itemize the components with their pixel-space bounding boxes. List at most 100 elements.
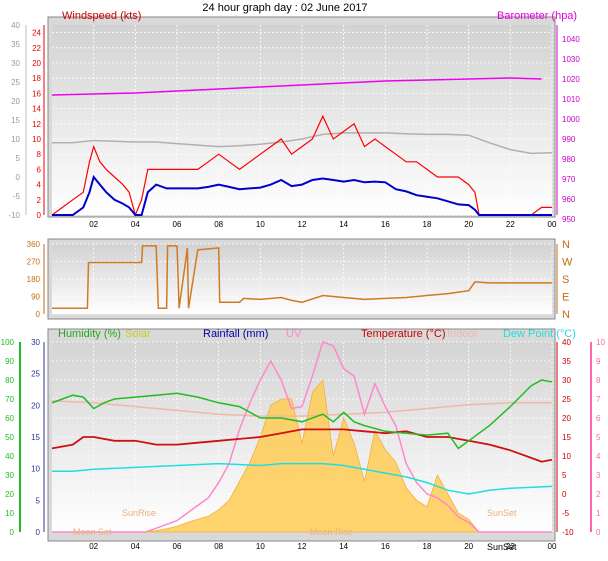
wind-x-tick: 04 [131,220,140,229]
sunset-label-left: SunSet [487,542,517,552]
baro-tick: 1000 [562,115,580,124]
compass-tick: N [562,309,570,321]
wind-tick: 10 [32,135,41,144]
legend-indoor: Indoor [447,328,479,340]
wind-tick: 14 [32,105,41,114]
wind-x-tick: 02 [89,220,98,229]
wind-x-tick: 00 [548,220,557,229]
temperature-tick: 25 [562,395,571,404]
gust-line [51,114,552,217]
wind-tick: 6 [37,165,42,174]
temp-x-tick: 12 [298,542,307,551]
chart-title: 24 hour graph day : 02 June 2017 [202,2,367,14]
humidity-tick: 30 [5,471,14,480]
wind-tick: 16 [32,89,41,98]
temperature-tick: 30 [562,376,571,385]
temperature-tick: -5 [562,509,570,518]
baro-tick: 950 [562,215,576,224]
wind-x-tick: 10 [256,220,265,229]
sunrise-label: SunRise [122,508,156,518]
outer-wind-tick: 15 [11,116,20,125]
humidity-tick: 10 [5,509,14,518]
baro-tick: 1020 [562,75,580,84]
humidity-tick: 60 [5,414,14,423]
outer-wind-tick: 0 [16,173,21,182]
windspeed-axis-title: Windspeed (kts) [62,10,141,22]
legend-temperature: Temperature (°C) [361,328,445,340]
temperature-line [51,428,553,463]
outer-wind-tick: 10 [11,135,20,144]
legend-solar: Solar [125,328,151,340]
outer-wind-tick: -5 [13,192,21,201]
uv-line [52,341,552,533]
solar-tick: 0 [36,528,41,537]
direction-tick: 0 [36,310,41,319]
legend-humidity: Humidity (%) [58,328,121,340]
solar-tick: 15 [31,433,40,442]
temp-x-tick: 10 [256,542,265,551]
direction-tick: 90 [31,293,40,302]
sunset-label-right: SunSet [487,508,517,518]
average-wind-line [52,174,552,216]
wind-x-tick: 18 [423,220,432,229]
humidity-tick: 80 [5,376,14,385]
wind-tick: 0 [37,211,42,220]
baro-tick: 980 [562,155,576,164]
temperature-tick: 35 [562,357,571,366]
baro-tick: 960 [562,195,576,204]
compass-tick: N [562,239,570,251]
humidity-tick: 0 [10,528,15,537]
humidity-line [51,379,553,450]
solar-tick: 5 [36,496,41,505]
temperature-tick: 10 [562,452,571,461]
compass-tick: E [562,292,569,304]
humidity-tick: 70 [5,395,14,404]
wind-plot-area [52,25,552,215]
outer-wind-tick: 20 [11,97,20,106]
outer-wind-tick: 25 [11,78,20,87]
wind-tick: 24 [32,29,41,38]
wind-tick: 4 [37,181,42,190]
temperature-tick: 15 [562,433,571,442]
wind-x-tick: 20 [464,220,473,229]
outer-wind-tick: 5 [16,154,21,163]
direction-grid [52,243,553,315]
wind-tick: 2 [37,196,42,205]
temp-x-tick: 20 [464,542,473,551]
wind-x-tick: 16 [381,220,390,229]
temp-x-tick: 02 [89,542,98,551]
baro-tick: 990 [562,135,576,144]
wind-x-tick: 12 [298,220,307,229]
humidity-tick: 100 [1,338,15,347]
wind-x-tick: 14 [339,220,348,229]
wind-x-tick: 06 [173,220,182,229]
wind-tick: 20 [32,59,41,68]
uv-tick: 10 [596,338,605,347]
direction-tick: 360 [27,240,41,249]
temp-x-tick: 16 [381,542,390,551]
temp-x-tick: 18 [423,542,432,551]
humidity-tick: 90 [5,357,14,366]
outer-wind-tick: 30 [11,59,20,68]
legend-rainfall: Rainfall (mm) [203,328,268,340]
temp-x-tick: 22 [506,542,515,551]
wind-grid [52,25,553,216]
temperature-tick: 40 [562,338,571,347]
direction-series [52,245,552,309]
temp-x-tick: 06 [173,542,182,551]
moonrise-label: Moon Rise [310,527,353,537]
uv-tick: 8 [596,376,601,385]
indoor-line [51,400,552,417]
baro-tick: 1010 [562,95,580,104]
uv-tick: 2 [596,490,601,499]
wind-tick: 22 [32,44,41,53]
previous-barometer-line [52,132,553,155]
compass-tick: S [562,274,569,286]
baro-tick: 970 [562,175,576,184]
legend-uv: UV [286,328,302,340]
outer-wind-tick: 40 [11,21,20,30]
uv-tick: 7 [596,395,601,404]
uv-tick: 0 [596,528,601,537]
wind-series [51,77,553,217]
solar-tick: 10 [31,465,40,474]
